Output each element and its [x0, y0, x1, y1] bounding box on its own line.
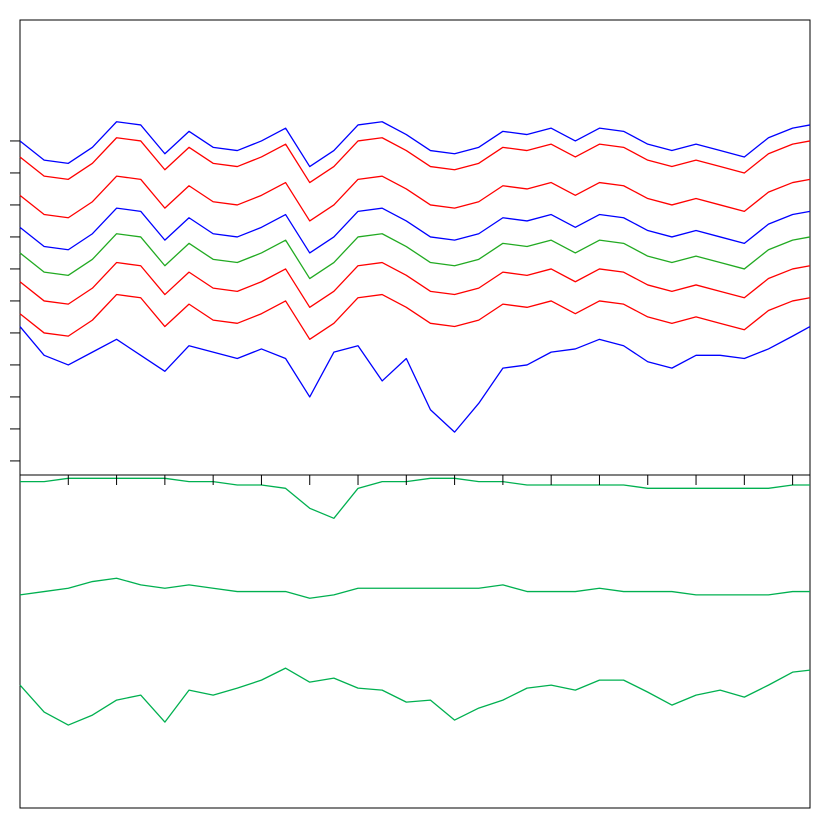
series-line: [19, 137, 811, 184]
bottom-panel-frame: [19, 474, 811, 809]
series-line: [19, 293, 811, 340]
series-line: [19, 207, 811, 254]
series-line: [19, 175, 811, 222]
series-line: [19, 577, 810, 599]
series-line: [19, 667, 811, 726]
series-line: [20, 477, 810, 519]
series-line: [19, 233, 811, 280]
series-line: [19, 325, 811, 433]
series-line: [19, 121, 811, 168]
top-panel-frame: [19, 19, 811, 476]
series-line: [19, 261, 811, 308]
